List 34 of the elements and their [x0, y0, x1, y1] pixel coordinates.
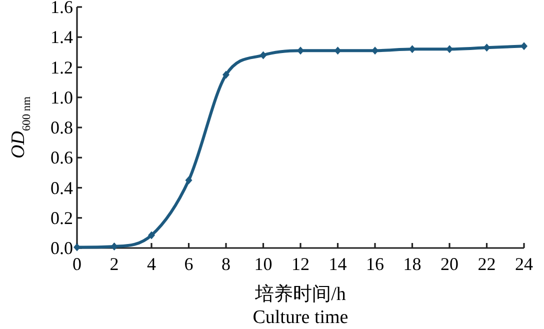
point — [148, 231, 155, 240]
x-tick-label: 8 — [222, 254, 230, 274]
x-tick-label: 14 — [328, 254, 347, 274]
point — [372, 46, 378, 55]
y-tick-label: 0.0 — [50, 238, 73, 258]
y-tick-label: 1.4 — [50, 27, 73, 48]
y-tick-label: 1.6 — [50, 0, 73, 17]
x-tick-label: 0 — [72, 254, 82, 274]
point — [520, 42, 528, 50]
x-axis-title: 培养时间/h Culture time — [252, 283, 348, 328]
y-tick-label: 0.4 — [50, 178, 73, 198]
x-tick-label: 18 — [403, 254, 422, 274]
y-tick-label: 1.0 — [50, 87, 73, 108]
x-tick-label: 4 — [147, 254, 156, 274]
point — [297, 46, 304, 55]
y-tick-label: 0.2 — [50, 208, 73, 228]
x-tick-label: 20 — [440, 254, 458, 274]
point — [222, 70, 230, 79]
x-tick-label: 24 — [515, 254, 533, 274]
x-tick-label: 16 — [366, 254, 384, 274]
point — [110, 242, 118, 250]
y-tick-label: 1.2 — [50, 57, 73, 78]
y-tick-label: 0.6 — [50, 148, 73, 168]
point — [408, 45, 416, 54]
x-tick-label: 22 — [478, 254, 496, 274]
point — [260, 51, 267, 60]
x-tick-label: 6 — [184, 254, 194, 274]
point — [334, 46, 342, 55]
point — [185, 176, 192, 184]
x-tick-label: 2 — [110, 254, 119, 274]
y-tick-label: 0.8 — [50, 118, 73, 138]
point — [446, 45, 453, 54]
x-tick-label: 12 — [292, 254, 310, 274]
x-tick-label: 10 — [254, 254, 272, 274]
